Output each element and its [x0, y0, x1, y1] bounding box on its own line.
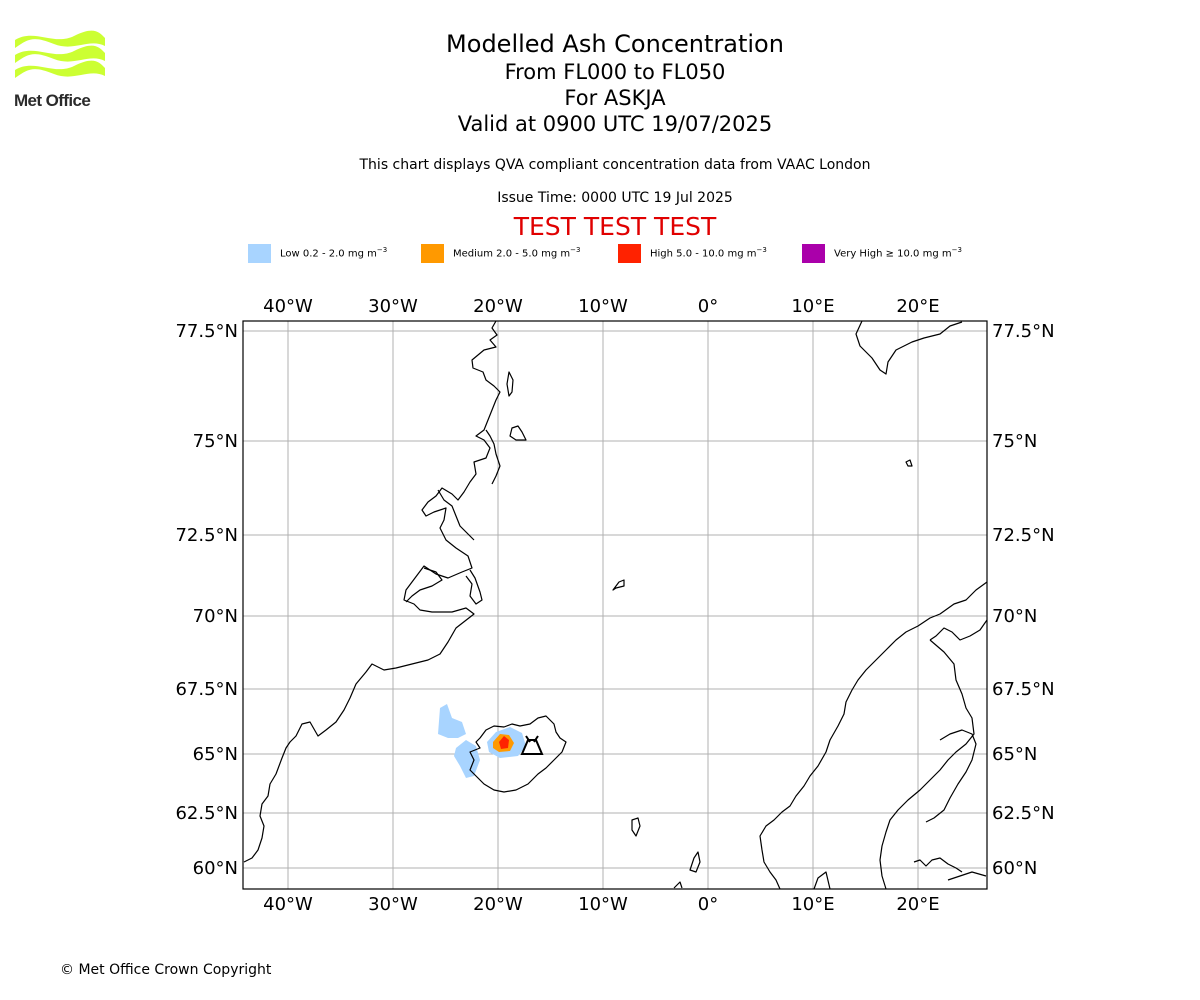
ash-area-low — [454, 740, 480, 778]
coastline-greenland — [243, 320, 501, 863]
lat-tick-left: 75°N — [193, 431, 238, 452]
lat-tick-right: 70°N — [992, 606, 1037, 627]
map-frame — [242, 320, 988, 890]
ash-area-high — [499, 736, 509, 749]
lat-tick-left: 62.5°N — [175, 803, 238, 824]
lat-tick-right: 65°N — [992, 744, 1037, 765]
lon-tick-top: 10°E — [791, 296, 834, 317]
title-line-4: Valid at 0900 UTC 19/07/2025 — [457, 112, 773, 136]
test-banner: TEST TEST TEST — [513, 212, 717, 241]
lat-tick-left: 60°N — [193, 858, 238, 879]
chart-subtitle: This chart displays QVA compliant concen… — [359, 157, 871, 173]
lon-tick-bottom: 20°E — [896, 894, 939, 915]
lon-tick-bottom: 40°W — [263, 894, 313, 915]
coastline-sweden — [879, 639, 975, 890]
legend-swatch-medium — [421, 243, 444, 263]
volcano-icon — [520, 735, 544, 755]
lat-tick-right: 75°N — [992, 431, 1037, 452]
legend-label-medium: Medium 2.0 - 5.0 mg m — [453, 248, 571, 260]
lat-tick-left: 65°N — [193, 744, 238, 765]
copyright-notice: © Met Office Crown Copyright — [60, 962, 272, 978]
title-line-2: From FL000 to FL050 — [504, 60, 726, 84]
met-office-logo: Met Office — [14, 30, 109, 112]
lon-tick-top: 20°E — [896, 296, 939, 317]
lat-tick-right: 62.5°N — [992, 803, 1055, 824]
title-line-3: For ASKJA — [564, 86, 666, 110]
legend-item-high: High 5.0 - 10.0 mg m−3 — [618, 243, 767, 263]
legend-label-low: Low 0.2 - 2.0 mg m — [280, 248, 377, 260]
lat-tick-right: 67.5°N — [992, 679, 1055, 700]
lon-tick-top: 40°W — [263, 296, 313, 317]
lon-tick-top: 0° — [698, 296, 718, 317]
lat-tick-left: 70°N — [193, 606, 238, 627]
coastline-faroe — [631, 817, 641, 837]
lon-tick-bottom: 20°W — [473, 894, 523, 915]
chart-title: Modelled Ash Concentration From FL000 to… — [315, 30, 915, 137]
ash-areas — [438, 704, 526, 778]
lat-tick-right: 77.5°N — [992, 321, 1055, 342]
lon-tick-top: 30°W — [368, 296, 418, 317]
lon-tick-bottom: 10°E — [791, 894, 834, 915]
legend-unit-exponent: −3 — [376, 246, 388, 255]
lat-tick-right: 60°N — [992, 858, 1037, 879]
title-line-1: Modelled Ash Concentration — [446, 30, 784, 58]
met-office-wave-logo — [15, 30, 105, 78]
legend-label-very-high: Very High ≥ 10.0 mg m — [834, 248, 952, 260]
legend-item-very-high: Very High ≥ 10.0 mg m−3 — [802, 243, 962, 263]
ash-area-low — [438, 704, 466, 738]
legend-item-low: Low 0.2 - 2.0 mg m−3 — [248, 243, 387, 263]
lon-tick-bottom: 0° — [698, 894, 718, 915]
lat-tick-left: 72.5°N — [175, 525, 238, 546]
coastline-jan-mayen — [612, 579, 625, 591]
lon-tick-top: 10°W — [578, 296, 628, 317]
legend-label-high: High 5.0 - 10.0 mg m — [650, 248, 757, 260]
legend-swatch-very-high — [802, 243, 825, 263]
coastline-norway — [759, 581, 988, 890]
map-gridlines — [243, 321, 987, 889]
met-office-logo-text: Met Office — [14, 91, 91, 110]
legend-swatch-low — [248, 243, 271, 263]
legend-item-medium: Medium 2.0 - 5.0 mg m−3 — [421, 243, 580, 263]
lon-tick-top: 20°W — [473, 296, 523, 317]
legend-swatch-high — [618, 243, 641, 263]
lat-tick-left: 67.5°N — [175, 679, 238, 700]
lat-tick-right: 72.5°N — [992, 525, 1055, 546]
coastlines — [243, 320, 988, 890]
lat-tick-left: 77.5°N — [175, 321, 238, 342]
coastline-iceland — [469, 715, 567, 793]
lon-tick-bottom: 10°W — [578, 894, 628, 915]
lon-tick-bottom: 30°W — [368, 894, 418, 915]
issue-time: Issue Time: 0000 UTC 19 Jul 2025 — [497, 190, 733, 206]
coastline-svalbard — [855, 320, 963, 375]
